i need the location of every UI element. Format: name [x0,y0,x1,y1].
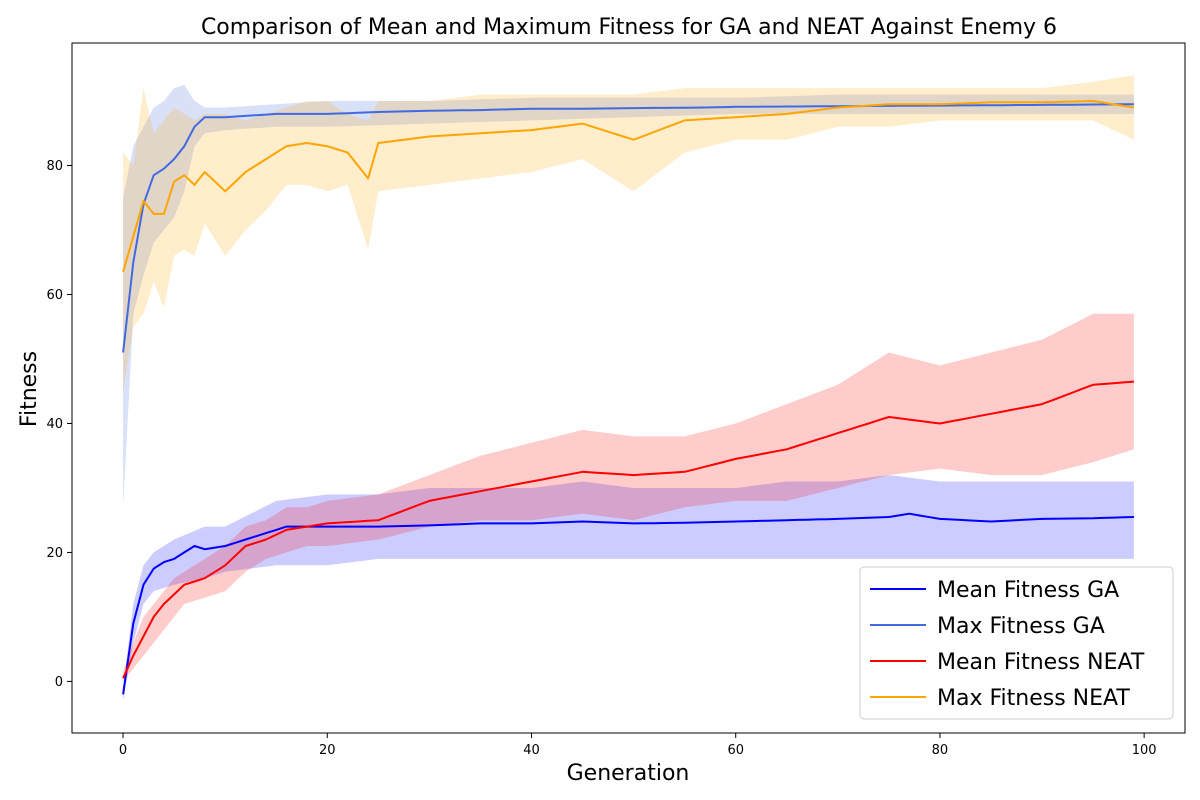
series-band [123,475,1134,701]
series-line [122,512,1134,695]
legend-box [859,566,1174,720]
series-band [123,75,1134,392]
y-axis-label: Fitness [17,351,42,427]
chart-title: Comparison of Mean and Maximum Fitness f… [201,15,1057,40]
x-axis: 0 20 40 60 80 100 [119,733,1157,758]
legend: Mean Fitness GA Max Fitness GA Mean Fitnes… [859,566,1174,720]
legend-label: Max Fitness NEAT [937,686,1130,711]
x-tick-label: 40 [523,743,540,758]
lines-layer [122,100,1135,695]
y-axis: 0 20 40 60 80 [46,159,72,690]
y-tick-label: 20 [46,546,63,561]
y-tick-label: 80 [46,159,63,174]
x-tick-label: 60 [727,743,744,758]
y-tick-label: 40 [46,417,63,432]
y-tick-label: 60 [46,288,63,303]
y-tick-label: 0 [55,675,63,690]
legend-label: Mean Fitness NEAT [937,650,1145,675]
x-tick-label: 100 [1132,743,1157,758]
legend-label: Max Fitness GA [937,614,1105,639]
x-tick-label: 0 [119,743,127,758]
series-line [122,380,1134,679]
legend-label: Mean Fitness GA [937,578,1119,603]
x-axis-label: Generation [567,761,690,786]
series-band [123,84,1134,508]
series-line [122,103,1134,353]
x-tick-label: 20 [319,743,336,758]
plot-frame [71,42,1186,734]
series-band [123,313,1134,682]
x-tick-label: 80 [932,743,949,758]
series-line [122,100,1135,273]
